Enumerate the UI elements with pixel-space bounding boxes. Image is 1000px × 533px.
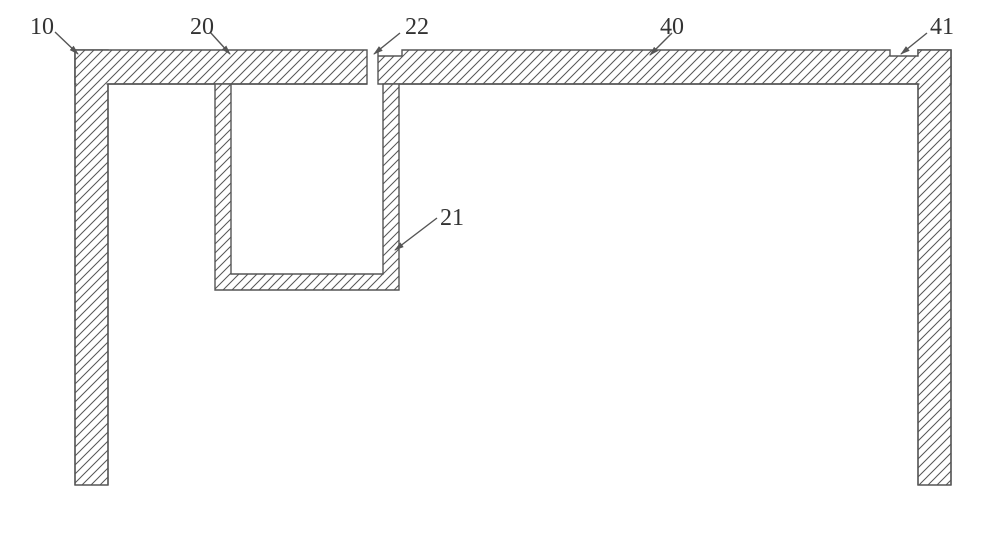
leader-l21 [395, 218, 437, 250]
part-left-top [75, 50, 367, 84]
label-l41: 41 [930, 14, 954, 41]
label-l20: 20 [190, 14, 214, 41]
label-l10: 10 [30, 14, 54, 41]
leader-l10 [55, 32, 78, 54]
label-l21: 21 [440, 205, 464, 232]
part-right-leg [918, 50, 951, 485]
seam-cover [77, 82, 107, 86]
leader-l22 [374, 33, 400, 54]
label-l40: 40 [660, 14, 684, 41]
part-cup [215, 84, 399, 290]
part-right-top [378, 50, 951, 84]
seam-cover [920, 82, 950, 86]
part-left-leg [75, 50, 108, 485]
label-l22: 22 [405, 14, 429, 41]
